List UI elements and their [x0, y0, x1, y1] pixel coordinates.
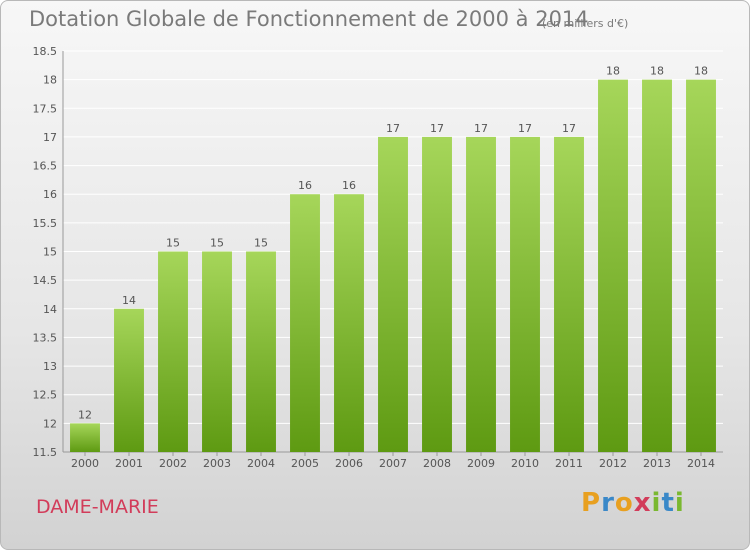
x-tick-label: 2002 — [159, 457, 187, 470]
y-tick-label: 13.5 — [33, 331, 58, 344]
bar — [246, 251, 276, 452]
proxiti-logo: Proxiti — [581, 488, 685, 518]
y-tick-label: 13 — [43, 360, 57, 373]
bar — [334, 194, 364, 452]
bar — [378, 136, 408, 452]
x-tick-label: 2014 — [687, 457, 715, 470]
bar — [158, 251, 188, 452]
y-tick-label: 17 — [43, 131, 57, 144]
logo-letter: i — [651, 488, 662, 518]
bars — [70, 79, 716, 453]
y-tick-label: 16.5 — [33, 160, 58, 173]
data-label: 17 — [474, 122, 488, 135]
bar — [466, 136, 496, 452]
data-label: 12 — [78, 408, 92, 421]
bar — [642, 79, 672, 453]
data-label: 17 — [430, 122, 444, 135]
data-label: 18 — [606, 65, 620, 78]
data-label: 18 — [694, 65, 708, 78]
logo-letter: r — [601, 488, 615, 518]
logo-letter: t — [661, 488, 675, 518]
logo-letter: i — [674, 488, 685, 518]
bar — [70, 423, 100, 452]
bar — [290, 194, 320, 452]
y-tick-label: 14 — [43, 303, 57, 316]
bar — [598, 79, 628, 453]
x-tick-label: 2012 — [599, 457, 627, 470]
x-tick-label: 2011 — [555, 457, 583, 470]
chart-subtitle: (en milliers d'€) — [542, 17, 629, 30]
x-tick-label: 2007 — [379, 457, 407, 470]
logo-letter: o — [614, 488, 634, 518]
x-tick-label: 2001 — [115, 457, 143, 470]
y-tick-label: 12 — [43, 417, 57, 430]
data-label: 14 — [122, 294, 136, 307]
y-tick-label: 15.5 — [33, 217, 58, 230]
data-label: 17 — [518, 122, 532, 135]
bar — [114, 308, 144, 452]
bar — [422, 136, 452, 452]
data-label: 17 — [562, 122, 576, 135]
data-label: 16 — [298, 179, 312, 192]
x-tick-label: 2009 — [467, 457, 495, 470]
data-label: 17 — [386, 122, 400, 135]
x-tick-label: 2008 — [423, 457, 451, 470]
y-tick-label: 12.5 — [33, 389, 58, 402]
x-tick-label: 2004 — [247, 457, 275, 470]
x-tick-label: 2006 — [335, 457, 363, 470]
y-tick-label: 18 — [43, 74, 57, 87]
y-tick-label: 15 — [43, 246, 57, 259]
data-label: 18 — [650, 65, 664, 78]
y-tick-label: 17.5 — [33, 102, 58, 115]
labels: 11.5 12 12.5 13 13.5 14 14.5 15 15.5 16 16.5 17 17.5… — [33, 45, 716, 470]
y-tick-label: 16 — [43, 188, 57, 201]
logo-letter: P — [581, 488, 602, 518]
x-tick-label: 2005 — [291, 457, 319, 470]
data-label: 15 — [166, 237, 180, 250]
commune-name: DAME-MARIE — [36, 496, 159, 518]
data-label: 15 — [254, 237, 268, 250]
x-tick-label: 2000 — [71, 457, 99, 470]
x-tick-label: 2010 — [511, 457, 539, 470]
logo-letter: x — [633, 488, 652, 518]
x-tick-label: 2013 — [643, 457, 671, 470]
data-label: 16 — [342, 179, 356, 192]
y-tick-label: 14.5 — [33, 274, 58, 287]
bar — [202, 251, 232, 452]
bar — [510, 136, 540, 452]
x-tick-label: 2003 — [203, 457, 231, 470]
bar — [554, 136, 584, 452]
bar — [686, 79, 716, 453]
data-label: 15 — [210, 237, 224, 250]
y-tick-label: 11.5 — [33, 446, 58, 459]
y-tick-label: 18.5 — [33, 45, 58, 58]
chart-title: Dotation Globale de Fonctionnement de 20… — [29, 7, 589, 31]
